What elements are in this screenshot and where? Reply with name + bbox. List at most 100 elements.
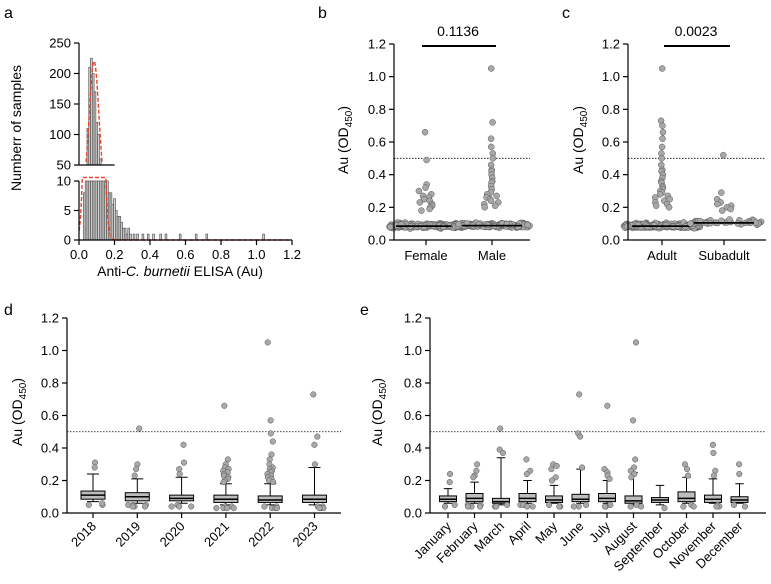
panel-e-outlier-point — [683, 466, 691, 473]
panel-d-outlier-point — [99, 500, 106, 507]
panel-letter-e: e — [360, 302, 369, 319]
panel-c-x-tick-label: Adult — [647, 248, 677, 263]
panel-c-data-point — [665, 204, 673, 211]
histogram-bar-lower — [141, 233, 145, 241]
panel-d-outlier-point — [267, 417, 274, 424]
panel-e-outlier-point — [497, 425, 504, 432]
panel-e-outlier-point — [709, 441, 716, 448]
panel-e-y-tick-label: 0.0 — [404, 506, 422, 521]
panel-letter-c: c — [562, 5, 570, 22]
panel-b-data-point — [481, 204, 488, 211]
panel-e-box — [598, 493, 616, 503]
panel-e-outlier-point — [630, 417, 637, 424]
panel-e-x-tick-label: June — [556, 519, 587, 550]
panel-e-outlier-point — [441, 503, 449, 510]
panel-d-ylabel: Au (OD450) — [9, 378, 29, 446]
panel-c-x-tick-label: Subadult — [698, 248, 750, 263]
histogram-bar-lower — [178, 233, 182, 241]
panel-d-outlier-point — [168, 503, 175, 510]
panel-d-outlier-point — [133, 466, 140, 473]
histogram-ylabel: Numberr of samples — [8, 65, 24, 191]
panel-e-x-tick-label: April — [505, 518, 534, 547]
panel-e-outlier-point — [576, 391, 583, 398]
histogram-y-tick-label: 10 — [57, 174, 71, 189]
panel-b-data-point — [493, 192, 500, 200]
panel-d-outlier-point — [316, 505, 323, 512]
panel-e-outlier-point — [548, 466, 555, 473]
panel-b-data-point — [455, 220, 462, 228]
panel-c-data-point — [623, 223, 631, 230]
panel-b-data-point — [487, 143, 495, 151]
panel-e-outlier-point — [529, 503, 536, 510]
panel-b-data-point — [421, 128, 429, 136]
panel-e-outlier-point — [601, 503, 608, 510]
panel-e-outlier-point — [741, 503, 749, 510]
panel-d-outlier-point — [91, 464, 98, 471]
panel-d-outlier-point — [136, 425, 143, 432]
panel-d-y-tick-label: 0.8 — [41, 376, 59, 391]
panel-d-x-tick-label: 2021 — [201, 519, 232, 550]
panel-d-outlier-point — [220, 479, 227, 486]
scatter-panel-age: 0.0 0.2 0.4 0.6 0.8 1.0 1.2 Adult Subadult — [602, 37, 766, 263]
histogram-bar-lower — [152, 233, 155, 241]
panel-c-data-point — [659, 122, 666, 129]
panel-c-y-tick-label: 0.6 — [602, 135, 620, 150]
panel-d-outlier-point — [269, 438, 276, 445]
panel-d-outlier-point — [310, 391, 317, 398]
panel-e-outlier-point — [570, 503, 577, 510]
panel-c-y-tick-label: 1.2 — [602, 37, 620, 52]
boxplot-panel-year: 0.0 0.2 0.4 0.6 0.8 1.0 1.2 2018 2019 2020 2021 202… — [41, 311, 341, 550]
panel-c-y-tick-label: 0.2 — [602, 200, 620, 215]
panel-d-outlier-point — [314, 433, 321, 440]
panel-e-box — [518, 493, 537, 503]
histogram-x-tick-label: 1.2 — [283, 247, 301, 262]
histogram-y-tick-label: 200 — [49, 66, 71, 81]
panel-d-outlier-point — [270, 479, 277, 486]
pvalue-c: 0.0023 — [675, 23, 718, 39]
panel-e-outlier-point — [446, 479, 453, 486]
panel-c-data-point — [687, 220, 694, 227]
panel-d-x-tick-label: 2022 — [245, 519, 276, 550]
panel-e-outlier-point — [524, 503, 531, 510]
histogram-y-tick-label: 250 — [49, 36, 71, 51]
panel-c-data-point — [659, 135, 666, 142]
panel-e-outlier-point — [474, 461, 481, 468]
panel-b-data-point — [491, 202, 499, 209]
panel-b-data-point — [426, 205, 433, 213]
panel-c-data-point — [656, 191, 664, 198]
panel-e-y-tick-label: 0.8 — [404, 376, 422, 391]
panel-e-outlier-point — [680, 503, 687, 510]
panel-e-outlier-point — [710, 449, 717, 456]
panel-e-outlier-point — [464, 503, 472, 510]
panel-b-x-tick-label: Female — [404, 248, 447, 263]
histogram-bar-lower — [136, 233, 139, 241]
panel-e-box — [492, 497, 510, 504]
panel-d-outlier-point — [311, 461, 318, 468]
histogram-bar-lower — [129, 233, 132, 241]
histogram-bar-lower — [146, 233, 150, 241]
panel-e-y-tick-label: 1.0 — [404, 343, 422, 358]
panel-b-data-point — [416, 199, 424, 206]
panel-d-y-tick-label: 0.4 — [41, 441, 59, 456]
panel-e-y-tick-label: 1.2 — [404, 311, 422, 326]
panel-d-outlier-point — [311, 441, 318, 448]
panel-b-y-tick-label: 0.6 — [368, 135, 386, 150]
panel-d-y-tick-label: 1.0 — [41, 343, 59, 358]
panel-e-outlier-point — [577, 433, 584, 440]
panel-d-outlier-point — [224, 505, 231, 512]
panel-d-y-tick-label: 0.2 — [41, 473, 59, 488]
fit-curve-upper — [85, 60, 103, 163]
panel-b-data-point — [415, 187, 423, 195]
panel-e-x-tick-label: March — [471, 519, 507, 555]
panel-b-y-tick-label: 0.0 — [368, 233, 386, 248]
panel-b-y-tick-label: 1.0 — [368, 69, 386, 84]
panel-d-x-tick-label: 2020 — [157, 519, 188, 550]
histogram-x-tick-label: 0.6 — [176, 247, 194, 262]
panel-d-y-tick-label: 1.2 — [41, 311, 59, 326]
panel-b-data-point — [422, 184, 429, 191]
boxplot-panel-month: 0.00.20.40.60.81.01.2JanuaryFebruaryMarc… — [404, 311, 766, 574]
panel-d-outlier-point — [180, 459, 188, 466]
panel-b-data-point — [418, 207, 425, 214]
panel-e-outlier-point — [632, 339, 640, 346]
